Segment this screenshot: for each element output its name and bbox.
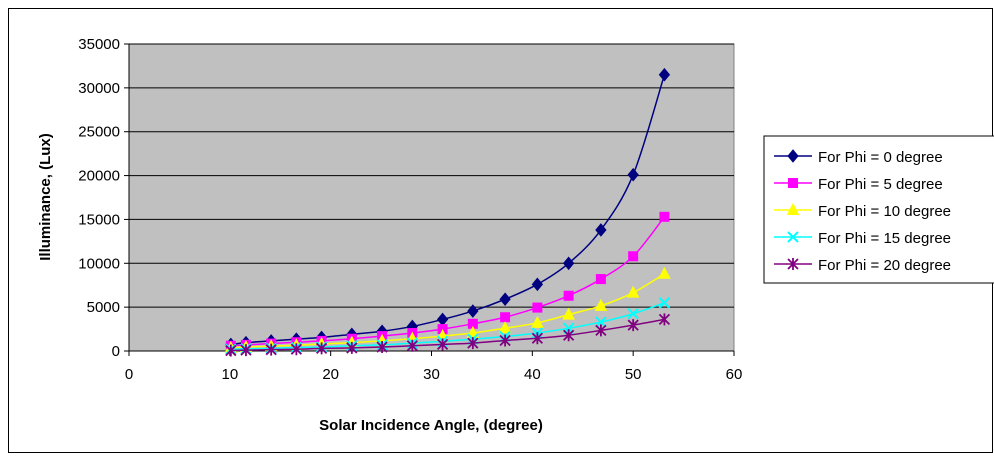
data-point — [628, 251, 639, 262]
y-tick-label: 10000 — [78, 255, 120, 272]
data-point — [627, 167, 639, 182]
data-point — [563, 290, 574, 301]
data-point — [562, 329, 575, 342]
series-line — [230, 273, 665, 349]
series-line — [230, 74, 666, 346]
axes: 0 5000 10000 15000 20000 25000 30000 35000 0 10 20… — [78, 36, 742, 383]
data-point — [406, 339, 418, 352]
legend-label: For Phi = 20 degree — [818, 257, 951, 274]
data-point — [787, 258, 799, 270]
data-point — [498, 321, 512, 334]
data-point — [595, 316, 607, 328]
data-point — [376, 341, 388, 354]
data-point — [787, 231, 799, 243]
data-point — [595, 324, 607, 337]
data-point — [594, 298, 608, 311]
series-line — [230, 302, 665, 350]
x-axis-title: Solar Incidence Angle, (degree) — [319, 417, 543, 434]
legend-label: For Phi = 5 degree — [818, 176, 943, 193]
line-chart: 0 5000 10000 15000 20000 25000 30000 35000 0 10 20… — [37, 36, 994, 434]
data-point — [658, 266, 671, 279]
data-point — [562, 256, 575, 271]
y-tick-label: 20000 — [78, 168, 120, 185]
y-tick-label: 25000 — [78, 124, 120, 141]
y-tick-label: 15000 — [78, 211, 120, 228]
x-tick-label: 0 — [125, 366, 133, 383]
y-tick-label: 30000 — [78, 80, 120, 97]
data-point — [265, 343, 277, 356]
legend-label: For Phi = 0 degree — [818, 149, 943, 166]
data-point — [531, 277, 544, 292]
data-point — [531, 315, 544, 328]
data-point — [346, 341, 358, 354]
data-point — [531, 332, 544, 345]
y-tick-label: 35000 — [78, 36, 120, 53]
x-tick-label: 40 — [524, 366, 541, 383]
series-line — [230, 318, 665, 352]
data-point — [626, 285, 640, 298]
data-point — [658, 67, 671, 82]
data-point — [500, 312, 511, 323]
y-tick-label: 0 — [112, 343, 120, 360]
series-group — [224, 67, 671, 357]
data-point — [225, 344, 237, 357]
plot-area — [128, 43, 735, 352]
data-point — [659, 211, 670, 222]
data-point — [467, 337, 479, 350]
y-axis-title: Illuminance, (Lux) — [37, 133, 54, 261]
data-point — [436, 338, 449, 351]
data-point — [290, 343, 303, 356]
data-point — [499, 334, 511, 347]
x-tick-label: 20 — [322, 366, 339, 383]
legend: For Phi = 0 degree For Phi = 5 degree For … — [763, 135, 994, 284]
data-point — [467, 304, 479, 318]
chart-area: 0 5000 10000 15000 20000 25000 30000 35000 0 10 20… — [8, 8, 994, 453]
data-point — [786, 202, 800, 215]
data-point — [562, 307, 575, 320]
data-point — [627, 319, 639, 332]
y-tick-label: 5000 — [87, 299, 120, 316]
x-tick-label: 50 — [625, 366, 642, 383]
data-point — [315, 342, 328, 355]
legend-label: For Phi = 15 degree — [818, 230, 951, 247]
data-point — [532, 302, 543, 313]
data-point — [499, 292, 511, 307]
data-point — [787, 149, 799, 163]
x-tick-label: 60 — [726, 366, 743, 383]
legend-label: For Phi = 10 degree — [818, 203, 951, 220]
data-point — [788, 178, 798, 188]
data-point — [658, 313, 671, 326]
data-point — [595, 274, 606, 285]
x-tick-label: 30 — [423, 366, 440, 383]
data-point — [595, 223, 607, 237]
x-tick-label: 10 — [221, 366, 238, 383]
data-point — [627, 308, 639, 320]
data-point — [658, 297, 671, 309]
gridlines — [129, 43, 734, 308]
series-line — [230, 216, 666, 347]
data-point — [240, 344, 252, 357]
